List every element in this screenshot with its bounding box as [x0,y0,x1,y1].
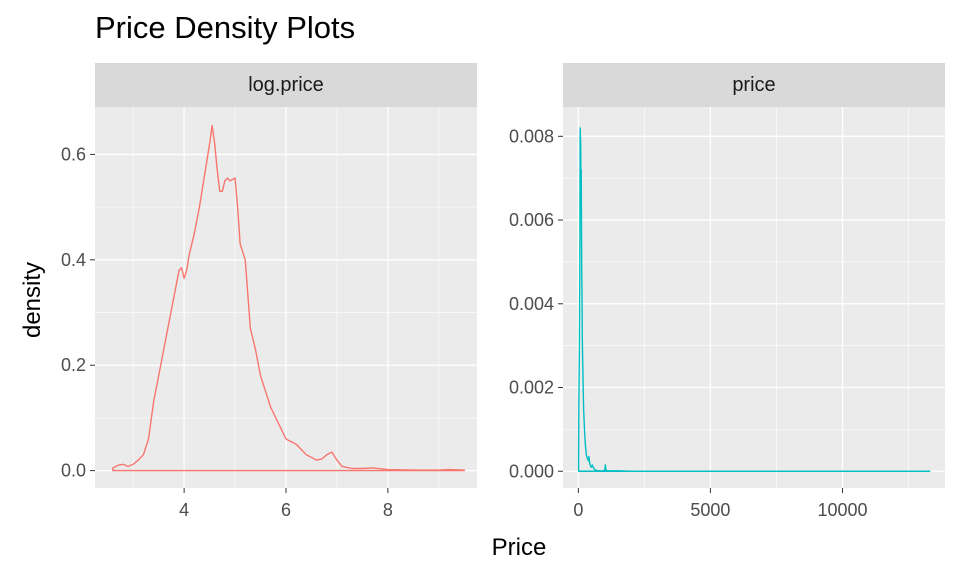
facet-strip-log-price: log.price [95,63,477,107]
facet-log-price: log.price [95,63,477,488]
y-tick-label: 0.4 [61,250,86,270]
x-axis-title: Price [491,534,547,561]
panel-price: 0 5000 10000 0.000 0.002 0.004 0.006 0.008 [509,107,945,520]
y-tick-label: 0.006 [509,210,554,230]
density-line-log-price [112,124,465,472]
y-tick-label: 0.0 [61,461,86,481]
chart-title: Price Density Plots [95,10,356,45]
x-tick-label: 6 [281,500,291,520]
y-tick-label: 0.6 [61,144,86,164]
panel-background [563,107,945,488]
y-tick-label: 0.002 [509,378,554,398]
panel-log-price: 4 6 8 0.0 0.2 0.4 0.6 [61,107,477,520]
y-tick-label: 0.004 [509,294,554,314]
density-line-price [577,127,931,472]
facet-label-price: price [732,73,776,96]
facet-price: price [563,63,945,488]
x-tick-label: 5000 [690,500,730,520]
x-tick-label: 0 [573,500,583,520]
facet-label-log-price: log.price [248,73,324,96]
facet-strip-price: price [563,63,945,107]
y-tick-label: 0.008 [509,126,554,146]
y-tick-label: 0.2 [61,355,86,375]
y-tick-label: 0.000 [509,461,554,481]
x-tick-label: 4 [179,500,189,520]
x-tick-label: 8 [383,500,393,520]
x-tick-label: 10000 [817,500,867,520]
